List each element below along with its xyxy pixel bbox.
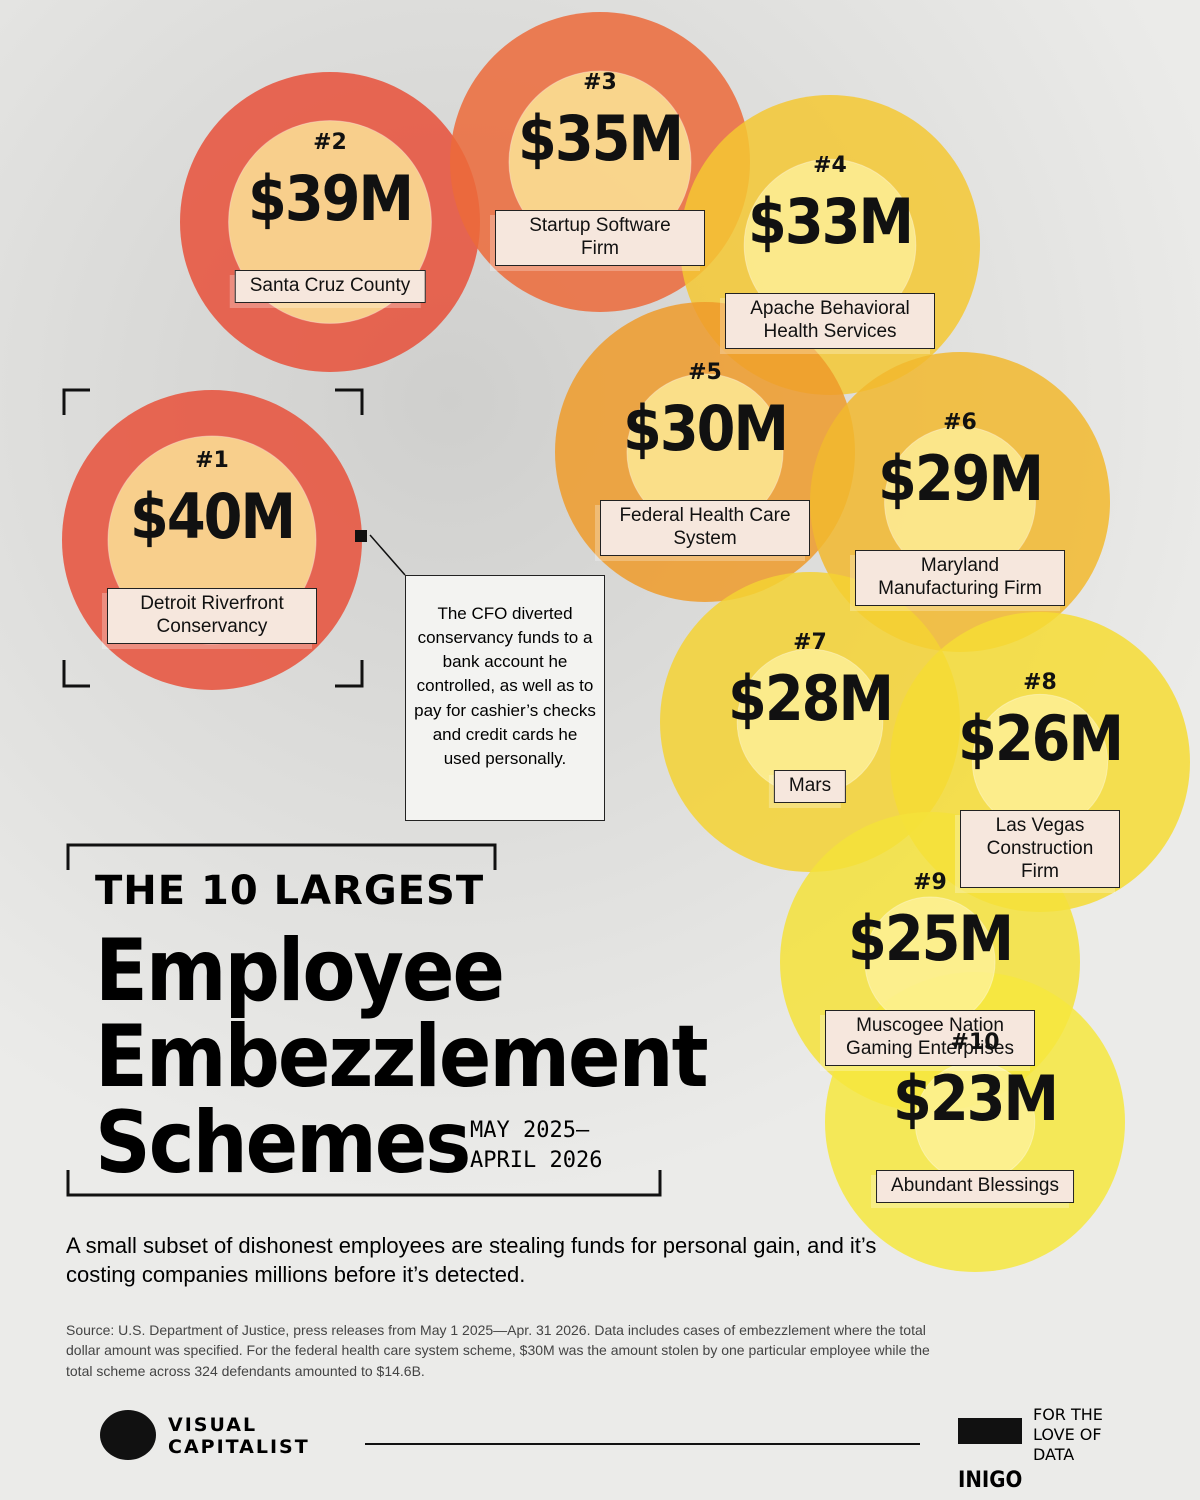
annotation-dot xyxy=(355,530,367,542)
subtitle: A small subset of dishonest employees ar… xyxy=(66,1233,877,1287)
brand-logo xyxy=(100,1410,156,1460)
category-label: Maryland Manufacturing Firm xyxy=(855,550,1065,606)
rank: #7 xyxy=(793,630,827,655)
title-prefix: THE 10 LARGEST xyxy=(95,868,485,914)
category-label: Santa Cruz County xyxy=(234,270,426,303)
value-label: $40M xyxy=(130,480,296,553)
category-label: Apache Behavioral Health Services xyxy=(725,293,935,349)
rank: #6 xyxy=(943,410,977,435)
category-label: Las Vegas Construction Firm xyxy=(960,810,1120,889)
rank: #4 xyxy=(813,153,847,178)
source: Source: U.S. Department of Justice, pres… xyxy=(66,1322,930,1379)
value-label: $39M xyxy=(248,162,414,235)
title: Employee Embezzlement Schemes xyxy=(95,921,709,1193)
category-label: Abundant Blessings xyxy=(876,1170,1074,1203)
annotation: The CFO diverted conservancy funds to a … xyxy=(405,575,605,821)
category-label: Federal Health Care System xyxy=(600,500,810,556)
brand: VISUAL CAPITALIST xyxy=(168,1414,310,1458)
category-label: Mars xyxy=(773,770,847,803)
category-label: Detroit Riverfront Conservancy xyxy=(107,588,317,644)
category-label: Muscogee Nation Gaming Enterprises xyxy=(825,1010,1035,1066)
frame xyxy=(62,388,920,1445)
value-label: $23M xyxy=(893,1062,1059,1135)
tagline: FOR THE LOVE OF DATA xyxy=(1033,1405,1103,1464)
rank: #2 xyxy=(313,130,347,155)
rank: #5 xyxy=(688,360,722,385)
partner: INIGO xyxy=(958,1418,1023,1493)
value-label: $33M xyxy=(748,185,914,258)
value-label: $29M xyxy=(878,442,1044,515)
rank: #1 xyxy=(195,448,229,473)
value-label: $28M xyxy=(728,662,894,735)
date-range: MAY 2025– xyxy=(470,1118,590,1143)
rank: #3 xyxy=(583,70,617,95)
rank: #10 xyxy=(950,1030,1000,1055)
date-range: APRIL 2026 xyxy=(470,1148,603,1173)
value-label: $30M xyxy=(623,392,789,465)
value-label: $26M xyxy=(958,702,1124,775)
rank: #9 xyxy=(913,870,947,895)
value-label: $25M xyxy=(848,902,1014,975)
rank: #8 xyxy=(1023,670,1057,695)
category-label: Startup Software Firm xyxy=(495,210,705,266)
value-label: $35M xyxy=(518,102,684,175)
